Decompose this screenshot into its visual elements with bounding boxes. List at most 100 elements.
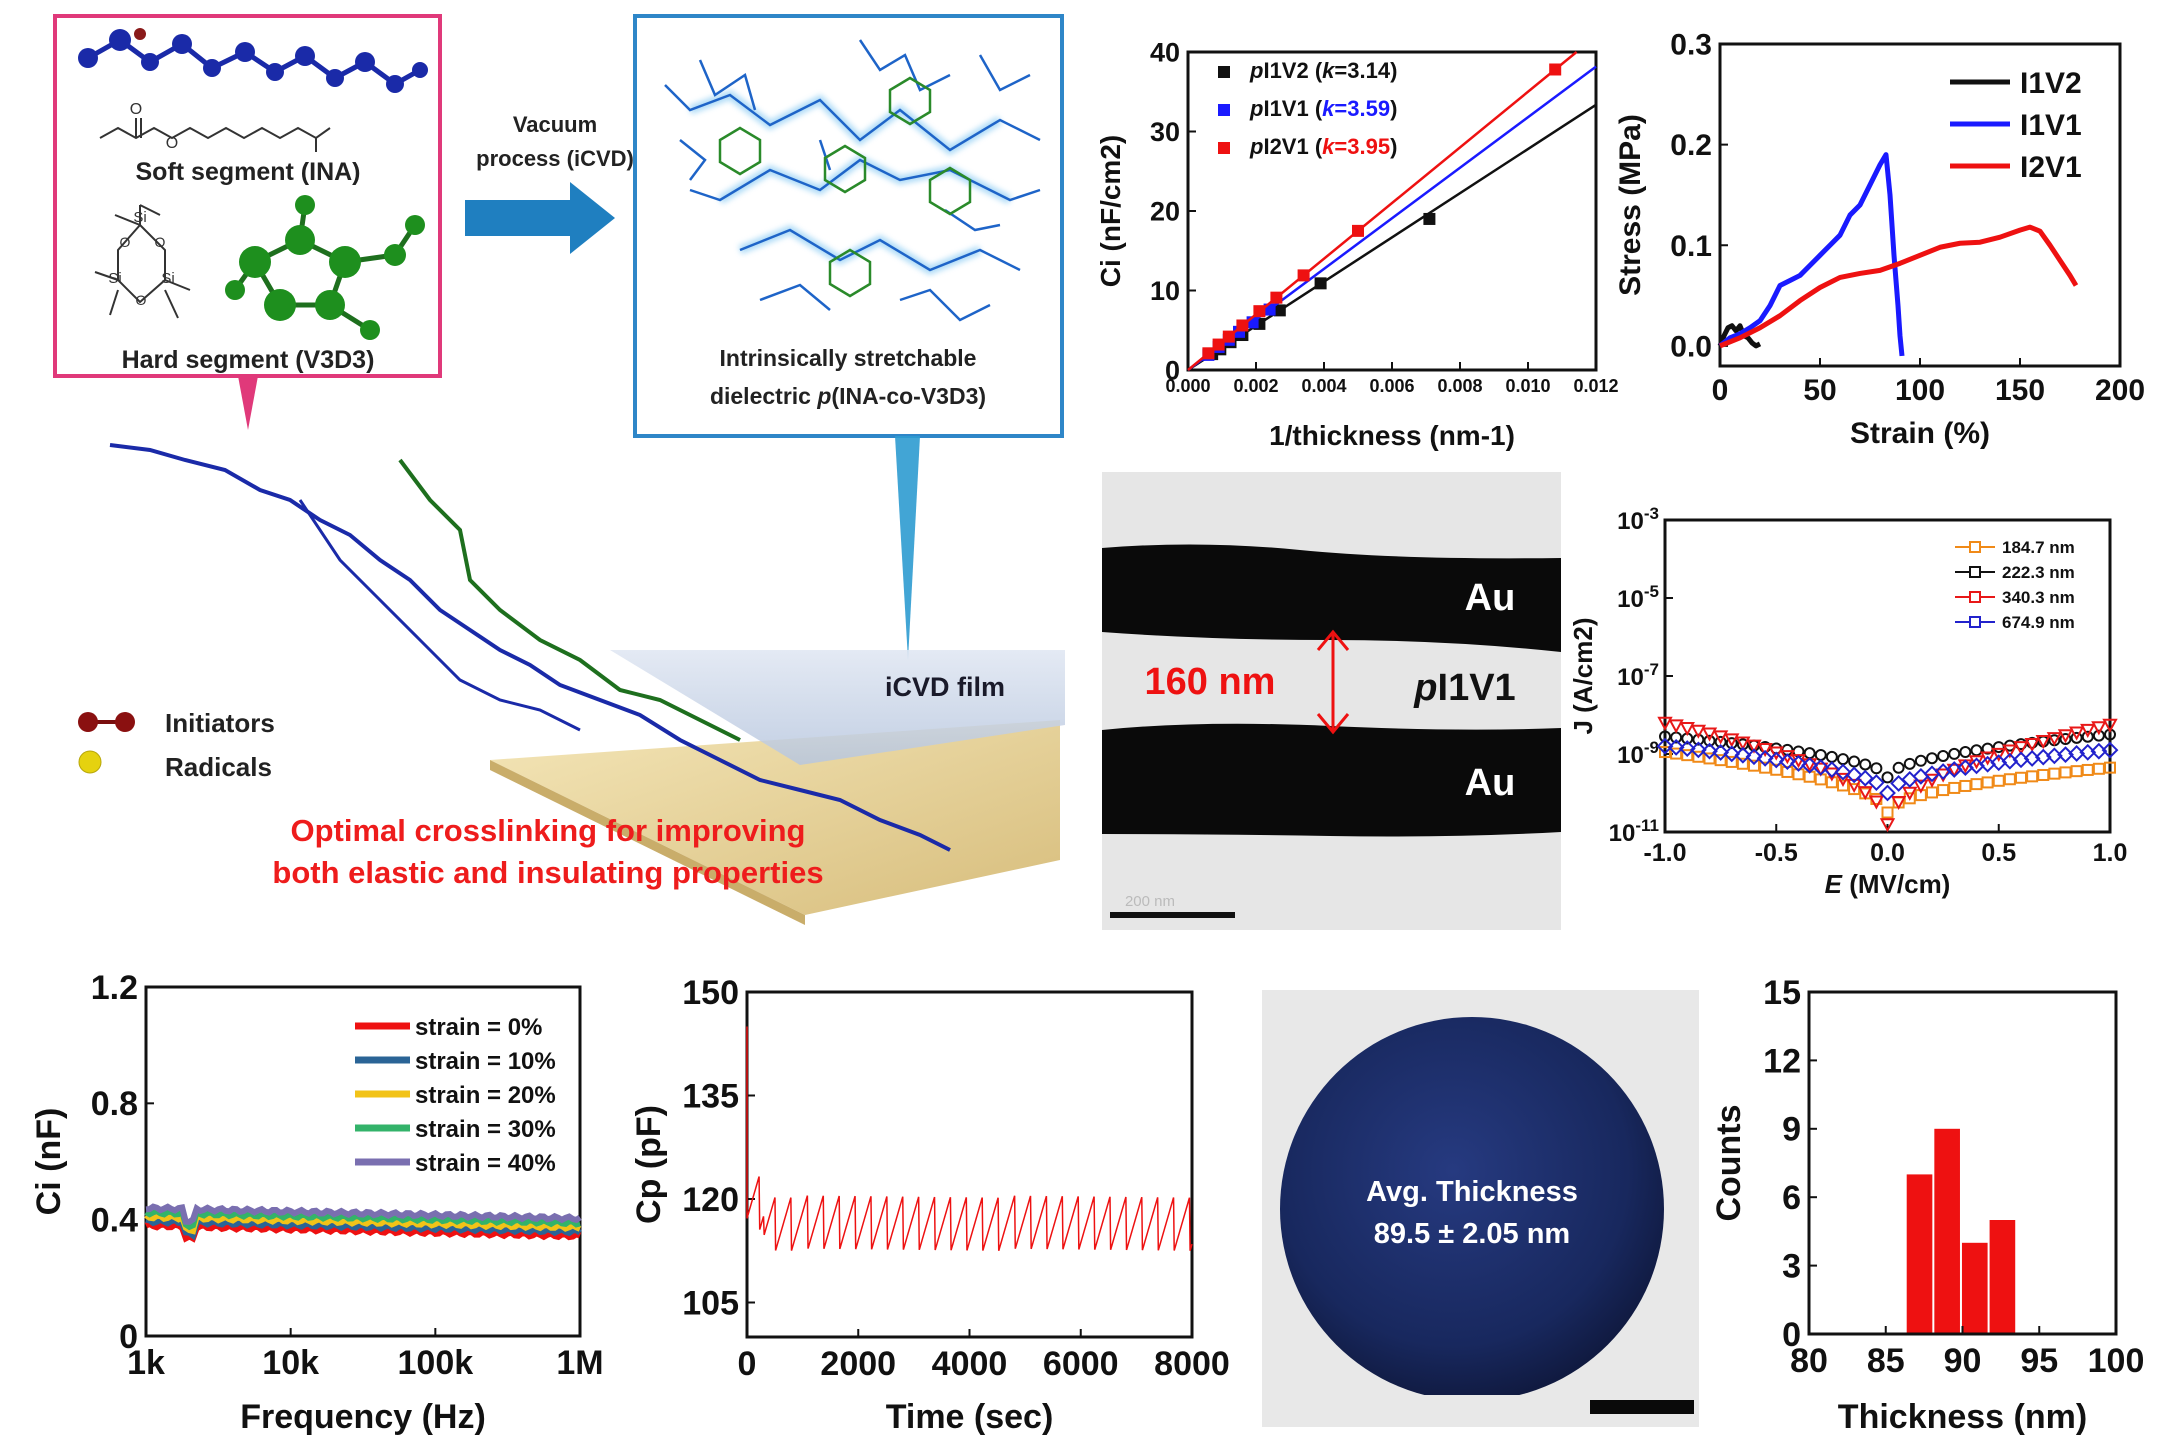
v3d3-si-2: Si (108, 270, 121, 287)
c1-series-line (1717, 323, 1762, 349)
c0-legend-kval: =3.95 (1334, 134, 1390, 159)
v3d3-formula (94, 204, 191, 319)
c2-point (1703, 734, 1716, 747)
c2-point (1790, 754, 1807, 772)
c2-point (2080, 723, 2096, 738)
c0-legend-label: pI2V1 (k=3.95) (1249, 134, 1397, 159)
c2-point (1837, 753, 1849, 766)
ina-formula (99, 118, 331, 152)
c0-legend-name: I2V1 ( (1263, 134, 1322, 159)
c2-point (1825, 750, 1838, 763)
c4-xtick-label: 4000 (932, 1345, 1008, 1383)
c2-point (1970, 778, 1983, 791)
c5-ytick-label: 0 (1782, 1316, 1801, 1354)
c2-point (1667, 738, 1685, 756)
c2-point (1725, 755, 1738, 768)
c0-legend-close: ) (1390, 58, 1397, 83)
chart-leakage-current: -1.0 -0.5 0.0 0.5 1.010-1110-910-710-510-3E … (1568, 504, 2127, 899)
chart-stress-strain: 0 50 100 150 200 0.0 0.1 0.2 0.3 Strain (%) Stress… (1614, 29, 2145, 451)
c3-legend-label: strain = 20% (415, 1082, 556, 1109)
c2-point (1867, 774, 1885, 791)
au-top-layer (1102, 544, 1561, 652)
wafer-disc (1280, 1017, 1664, 1401)
c2-point (2057, 729, 2074, 744)
c2-point (2092, 729, 2105, 742)
c2-point (1756, 749, 1774, 767)
c0-xtick-label: 0.000 (1165, 376, 1210, 396)
c2-ytick-exp: -9 (1644, 738, 1659, 757)
c3-ytick-label: 0.4 (91, 1202, 138, 1240)
tem-image: Au Au 160 nm pI1V1 200 nm (1102, 472, 1561, 930)
c2-legend-marker (1969, 591, 1981, 603)
initiators-legend-icon (78, 712, 135, 732)
c2-xtick-label: -1.0 (1643, 839, 1686, 867)
c2-ytick-exp: -5 (1644, 582, 1659, 601)
c2-point (1656, 737, 1674, 755)
chart-thickness-histogram: 80 85 90 95 100 0 3 6 9 12 15 Thickness (nm) Counts (1710, 974, 2144, 1436)
c4-ytick-label: 120 (682, 1181, 739, 1219)
c2-point (1926, 752, 1938, 765)
c2-point (1657, 716, 1673, 731)
c0-ytick-label: 40 (1150, 37, 1180, 67)
c1-ytick-label: 0.2 (1670, 129, 1712, 162)
c2-point (1778, 753, 1796, 771)
v3d3-o-1: O (120, 234, 131, 250)
c2-legend-label: 222.3 nm (2002, 563, 2075, 582)
c4-series-line (746, 1026, 1193, 1251)
c2-xtick-label: 1.0 (2093, 839, 2128, 867)
c2-point (1767, 751, 1785, 769)
c0-point (1297, 269, 1310, 282)
c3-xtick-label: 10k (262, 1344, 319, 1382)
c0-legend-pre: p (1249, 58, 1263, 83)
c0-point (1273, 304, 1286, 317)
c0-legend-kval: =3.59 (1334, 96, 1390, 121)
c2-point (1735, 736, 1751, 751)
c2-point (1868, 795, 1885, 810)
c3-ytick-label: 0.8 (91, 1085, 138, 1123)
process-arrow (465, 182, 615, 254)
ina-carbonyl-o: O (130, 101, 142, 118)
c2-point (1701, 742, 1718, 760)
c2-legend-marker (1969, 541, 1981, 553)
c2-point (1668, 719, 1684, 734)
c0-legend-pre: p (1249, 134, 1263, 159)
c2-point (1924, 773, 1940, 788)
au-bottom-label: Au (1465, 762, 1516, 804)
c2-point (1724, 733, 1740, 748)
v3d3-si-3: Si (161, 270, 174, 287)
c3-series-line (145, 1203, 582, 1225)
c2-point (1670, 747, 1683, 760)
c2-point (2068, 726, 2085, 741)
c2-point (1991, 747, 2007, 762)
c2-ytick-base: 10 (1617, 508, 1644, 535)
c5-ytick-label: 12 (1763, 1042, 1801, 1080)
c0-xlabel: 1/thickness (nm-1) (1269, 420, 1515, 451)
c2-point (1937, 749, 1950, 762)
c0-xtick-label: 0.012 (1573, 376, 1618, 396)
c1-legend-label: I2V1 (2020, 151, 2082, 184)
c2-legend-marker (1969, 616, 1981, 628)
c2-point (1970, 744, 1983, 757)
c1-xtick-label: 50 (1803, 374, 1836, 407)
c2-point (1714, 735, 1727, 748)
c2-xtick-label: -0.5 (1755, 839, 1798, 867)
c2-point (2104, 761, 2116, 774)
c0-point (1236, 319, 1249, 332)
c0-ytick-label: 20 (1150, 196, 1180, 226)
c0-xtick-label: 0.004 (1301, 376, 1346, 396)
c1-series-line (1718, 152, 1905, 357)
c1-legend-label: I1V2 (2020, 67, 2082, 100)
caption-line-2: both elastic and insulating properties (272, 855, 823, 890)
c2-legend-label: 340.3 nm (2002, 588, 2075, 607)
c2-point (1870, 762, 1883, 775)
wafer-line-1: Avg. Thickness (1366, 1176, 1578, 1208)
c1-xtick-label: 150 (1995, 374, 2045, 407)
v3d3-si-1: Si (133, 209, 146, 226)
c2-point (1701, 727, 1718, 742)
icvd-process-label: process (iCVD) (476, 146, 634, 171)
c5-ylabel: Counts (1710, 1104, 1748, 1221)
c0-legend-label: pI1V1 (k=3.59) (1249, 96, 1397, 121)
c0-legend-swatch (1218, 104, 1230, 116)
v3d3-molecule (225, 195, 425, 340)
